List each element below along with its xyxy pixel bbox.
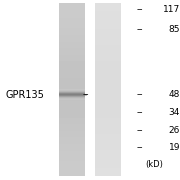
Text: 48: 48 xyxy=(169,90,180,99)
Text: GPR135: GPR135 xyxy=(5,90,44,100)
Text: 85: 85 xyxy=(168,25,180,34)
Text: --: -- xyxy=(136,25,143,34)
Text: --: -- xyxy=(136,126,143,135)
Text: --: -- xyxy=(136,90,143,99)
Text: --: -- xyxy=(136,5,143,14)
Text: 19: 19 xyxy=(168,143,180,152)
Text: 26: 26 xyxy=(169,126,180,135)
Text: --: -- xyxy=(136,108,143,117)
Text: --: -- xyxy=(136,143,143,152)
Text: 117: 117 xyxy=(163,5,180,14)
Text: (kD): (kD) xyxy=(145,160,163,169)
Text: 34: 34 xyxy=(169,108,180,117)
Text: --: -- xyxy=(83,90,89,99)
